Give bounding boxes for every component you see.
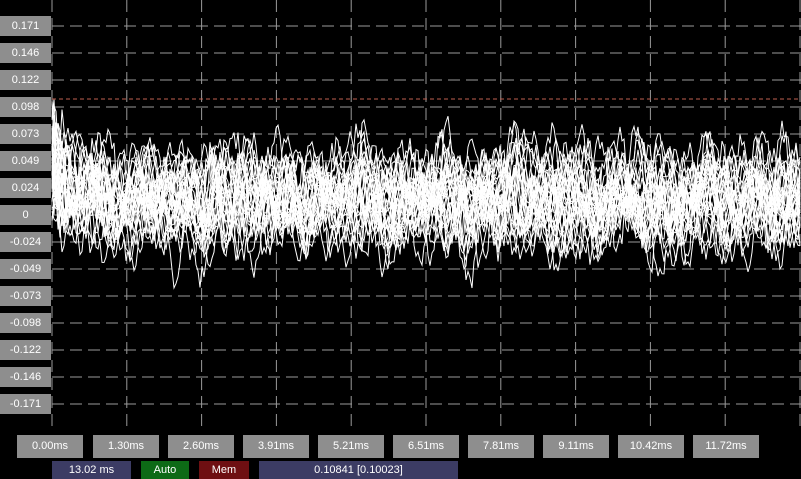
waveform-trace [51,119,801,278]
y-tick-label: 0.122 [0,70,51,90]
y-tick-label: -0.073 [0,286,51,306]
waveform-trace [51,122,801,271]
y-tick-label: 0.049 [0,151,51,171]
waveform-trace [51,118,801,268]
x-tick-label: 1.30ms [93,435,159,458]
y-tick-label: 0.024 [0,178,51,198]
timebase-display[interactable]: 13.02 ms [52,461,131,479]
x-tick-label: 7.81ms [468,435,534,458]
y-tick-label: -0.171 [0,394,51,414]
auto-button[interactable]: Auto [141,461,189,479]
value-readout: 0.10841 [0.10023] [259,461,458,479]
x-tick-label: 9.11ms [543,435,609,458]
y-tick-label: 0.171 [0,16,51,36]
x-tick-label: 2.60ms [168,435,234,458]
x-tick-label: 3.91ms [243,435,309,458]
y-tick-label: 0.098 [0,97,51,117]
x-tick-label: 6.51ms [393,435,459,458]
y-tick-label: -0.146 [0,367,51,387]
y-tick-label: 0 [0,205,51,225]
x-tick-label: 0.00ms [17,435,83,458]
y-tick-label: -0.049 [0,259,51,279]
y-tick-label: 0.146 [0,43,51,63]
x-tick-label: 10.42ms [618,435,684,458]
y-tick-label: 0.073 [0,124,51,144]
mem-button[interactable]: Mem [199,461,249,479]
waveform-traces [51,99,801,290]
x-tick-label: 5.21ms [318,435,384,458]
y-tick-label: -0.098 [0,313,51,333]
y-tick-label: -0.024 [0,232,51,252]
waveform-trace [51,123,801,265]
x-tick-label: 11.72ms [693,435,759,458]
y-tick-label: -0.122 [0,340,51,360]
waveform-trace [51,128,801,261]
